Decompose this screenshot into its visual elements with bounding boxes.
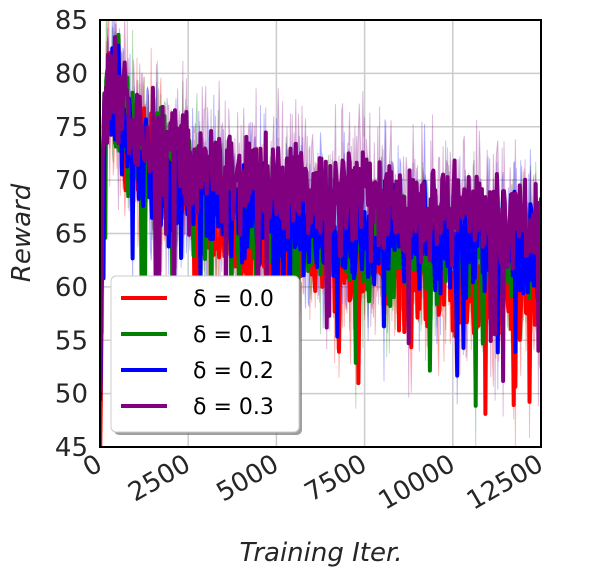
y-tick-labels: 45 50 55 60 65 70 75 80 85 (55, 6, 88, 463)
x-tick-label: 0 (78, 449, 107, 483)
y-tick-label: 70 (55, 166, 88, 196)
x-tick-label: 2500 (123, 449, 195, 508)
y-axis-label: Reward (7, 183, 37, 282)
legend-label: δ = 0.3 (193, 395, 274, 420)
series-lines (100, 32, 541, 447)
x-tick-labels: 0 2500 5000 7500 10000 12500 (78, 449, 548, 516)
x-axis-label: Training Iter. (239, 538, 402, 568)
y-tick-label: 75 (55, 113, 88, 143)
y-tick-label: 45 (55, 433, 88, 463)
plot-frame (99, 19, 542, 448)
legend-label: δ = 0.1 (193, 323, 274, 348)
y-tick-label: 65 (55, 220, 88, 250)
x-tick-label: 5000 (212, 449, 284, 508)
legend-label: δ = 0.0 (193, 287, 274, 312)
legend-label: δ = 0.2 (193, 359, 274, 384)
x-tick-label: 7500 (300, 449, 372, 508)
y-tick-label: 50 (55, 380, 88, 410)
series-line (100, 35, 541, 392)
y-tick-label: 85 (55, 6, 88, 36)
x-tick-label: 12500 (462, 449, 549, 516)
x-tick-label: 10000 (374, 449, 461, 516)
legend: δ = 0.0 δ = 0.1 δ = 0.2 δ = 0.3 (110, 275, 302, 435)
legend-box (110, 275, 300, 433)
y-tick-label: 55 (55, 326, 88, 356)
y-tick-label: 60 (55, 273, 88, 303)
y-tick-label: 80 (55, 59, 88, 89)
